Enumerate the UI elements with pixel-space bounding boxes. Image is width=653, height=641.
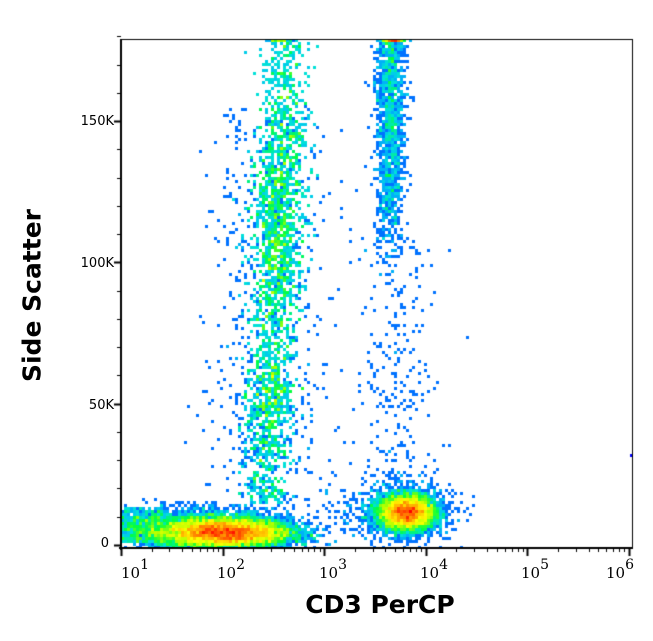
x-tick-label-1e1: 101 bbox=[121, 557, 150, 582]
x-tick-label-1e4: 104 bbox=[420, 557, 449, 582]
x-tick-label-1e6: 106 bbox=[606, 557, 635, 582]
y-tick-label-50k: 50K bbox=[88, 398, 114, 413]
y-axis-title: Side Scatter bbox=[17, 209, 47, 383]
y-tick-label-100k: 100K bbox=[80, 256, 114, 271]
y-tick-label-150k: 150K bbox=[80, 114, 114, 129]
x-axis-title: CD3 PerCP bbox=[305, 590, 455, 619]
x-tick-label-1e2: 102 bbox=[217, 557, 246, 582]
y-tick-label-0: 0 bbox=[100, 536, 109, 551]
x-tick-label-1e3: 103 bbox=[319, 557, 348, 582]
x-tick-label-1e5: 105 bbox=[521, 557, 550, 582]
